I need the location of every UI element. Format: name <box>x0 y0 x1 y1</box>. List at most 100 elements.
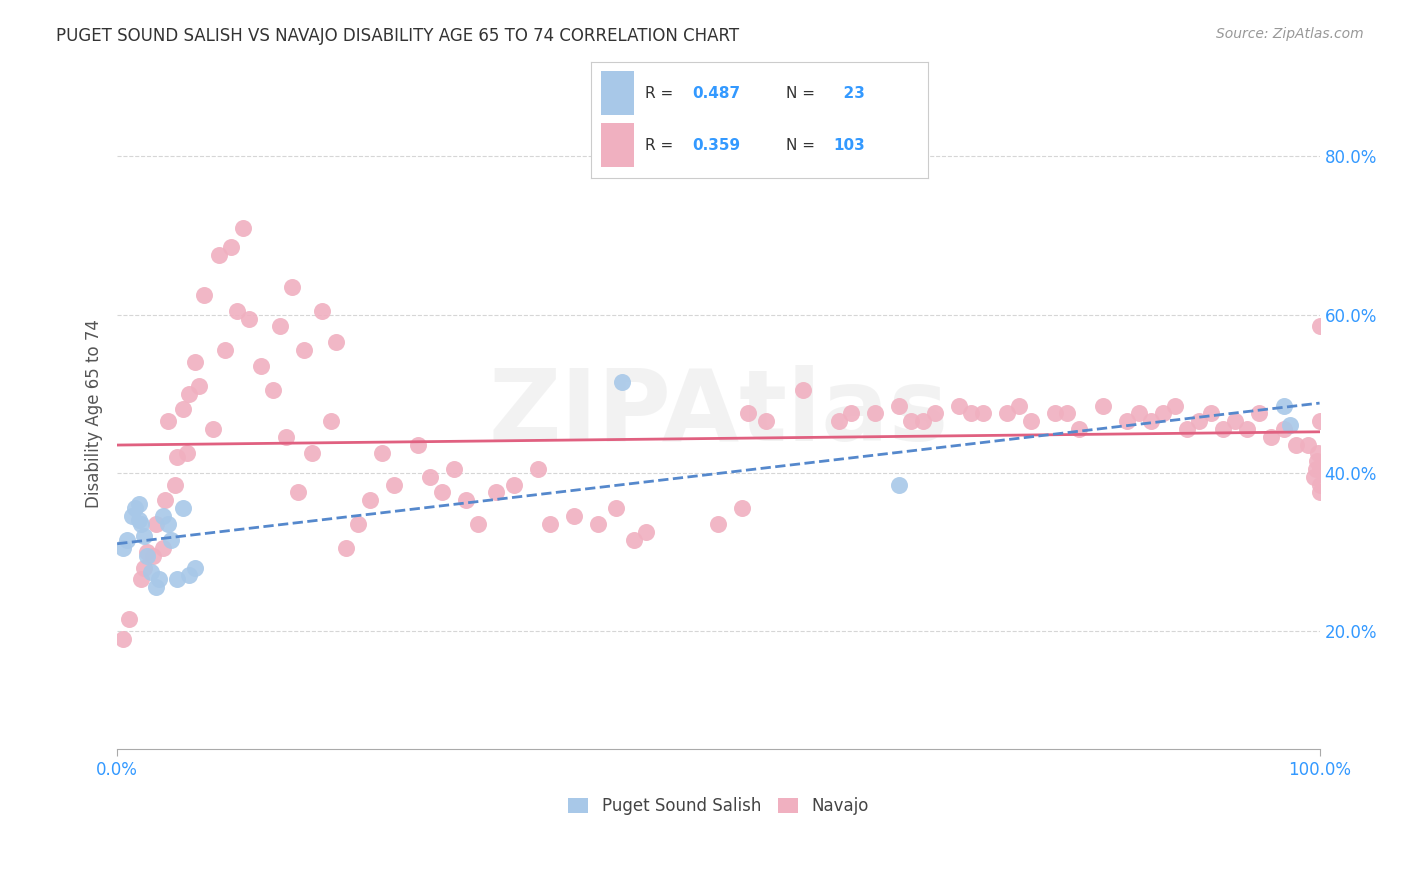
Point <box>188 378 211 392</box>
Point <box>623 533 645 547</box>
Point <box>132 560 155 574</box>
Point <box>1284 438 1306 452</box>
Point <box>1008 399 1031 413</box>
Point <box>292 343 315 358</box>
Point <box>136 549 159 563</box>
Point <box>467 517 489 532</box>
Point <box>321 414 343 428</box>
Text: 0.359: 0.359 <box>692 138 740 153</box>
Point <box>172 402 194 417</box>
Bar <box>600 70 634 114</box>
Point <box>238 311 260 326</box>
Point <box>115 533 138 547</box>
Point <box>359 493 381 508</box>
Point <box>1249 406 1271 420</box>
Point <box>132 529 155 543</box>
Point <box>346 517 368 532</box>
Point <box>121 509 143 524</box>
Point <box>1306 454 1329 468</box>
Point <box>924 406 946 420</box>
Point <box>112 541 135 555</box>
Point <box>1309 319 1331 334</box>
Point <box>1278 418 1301 433</box>
Text: ZIPAtlas: ZIPAtlas <box>488 365 949 462</box>
Point <box>1116 414 1139 428</box>
Point <box>1309 414 1331 428</box>
Text: 0.487: 0.487 <box>692 87 740 102</box>
Point <box>839 406 862 420</box>
Point <box>335 541 357 555</box>
Point <box>1056 406 1078 420</box>
Point <box>184 560 207 574</box>
Point <box>485 485 508 500</box>
Point <box>1260 430 1282 444</box>
Point <box>995 406 1018 420</box>
Point <box>792 383 814 397</box>
Point <box>419 469 441 483</box>
Point <box>156 414 179 428</box>
Point <box>911 414 934 428</box>
Point <box>148 573 170 587</box>
Point <box>454 493 477 508</box>
Text: R =: R = <box>644 87 678 102</box>
Point <box>900 414 922 428</box>
Point <box>1128 406 1150 420</box>
Point <box>863 406 886 420</box>
Point <box>301 446 323 460</box>
Point <box>827 414 849 428</box>
Point <box>1092 399 1115 413</box>
Point <box>269 319 291 334</box>
Point <box>1309 477 1331 491</box>
Point <box>755 414 778 428</box>
Point <box>274 430 297 444</box>
Point <box>250 359 273 373</box>
Point <box>128 497 150 511</box>
Point <box>1188 414 1211 428</box>
Point <box>1272 422 1295 436</box>
Point <box>527 462 550 476</box>
Point <box>612 375 634 389</box>
Point <box>1302 469 1324 483</box>
Point <box>1019 414 1042 428</box>
Point <box>430 485 453 500</box>
Point <box>1175 422 1198 436</box>
Point <box>1164 399 1187 413</box>
Point <box>325 335 347 350</box>
Point <box>280 280 302 294</box>
Point <box>226 303 249 318</box>
Point <box>145 580 167 594</box>
Point <box>707 517 730 532</box>
Point <box>208 248 231 262</box>
Point <box>160 533 183 547</box>
Point <box>636 524 658 539</box>
Point <box>155 493 177 508</box>
Point <box>124 501 146 516</box>
Point <box>232 220 254 235</box>
Point <box>152 541 174 555</box>
Point <box>152 509 174 524</box>
Point <box>503 477 526 491</box>
Point <box>605 501 627 516</box>
Bar <box>600 123 634 167</box>
Point <box>1272 399 1295 413</box>
Point <box>586 517 609 532</box>
Text: 103: 103 <box>834 138 865 153</box>
Text: R =: R = <box>644 138 678 153</box>
Point <box>112 632 135 646</box>
Point <box>731 501 754 516</box>
Point <box>179 386 201 401</box>
Point <box>172 501 194 516</box>
Point <box>221 240 243 254</box>
Point <box>193 288 215 302</box>
Point <box>887 477 910 491</box>
Point <box>1296 438 1319 452</box>
Point <box>1309 485 1331 500</box>
Point <box>562 509 585 524</box>
Point <box>263 383 285 397</box>
Y-axis label: Disability Age 65 to 74: Disability Age 65 to 74 <box>86 319 103 508</box>
Point <box>176 446 198 460</box>
Point <box>1140 414 1163 428</box>
Point <box>948 399 970 413</box>
Point <box>1067 422 1090 436</box>
Point <box>406 438 429 452</box>
